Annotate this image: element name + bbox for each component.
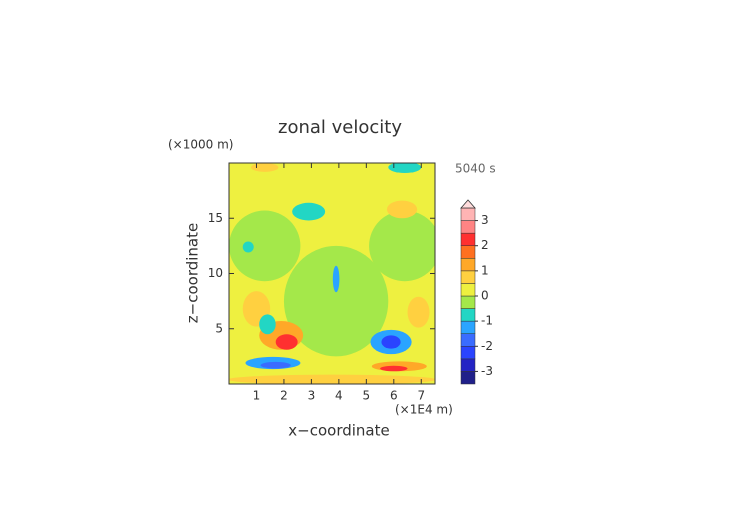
contour-region bbox=[386, 200, 418, 219]
colorbar-band bbox=[460, 346, 476, 360]
colorbar-band bbox=[460, 220, 476, 234]
x-tick-label: 3 bbox=[308, 389, 316, 403]
contour-region bbox=[381, 335, 401, 349]
colorbar-band bbox=[460, 270, 476, 284]
y-axis-label: z−coordinate bbox=[184, 223, 202, 323]
contour-region bbox=[259, 314, 276, 335]
y-tick-label: 15 bbox=[208, 211, 223, 225]
chart-title: zonal velocity bbox=[278, 117, 402, 138]
colorbar-tick-label: 1 bbox=[481, 263, 489, 277]
y-unit: (×1000 m) bbox=[168, 138, 233, 152]
contour-region bbox=[242, 241, 254, 253]
x-tick-label: 6 bbox=[390, 389, 398, 403]
time-label: 5040 s bbox=[455, 162, 496, 176]
x-tick-label: 4 bbox=[335, 389, 343, 403]
colorbar-band bbox=[460, 245, 476, 259]
colorbar-band bbox=[460, 308, 476, 322]
colorbar-band bbox=[460, 232, 476, 246]
contour-region bbox=[283, 245, 389, 357]
contour-region bbox=[229, 374, 435, 384]
colorbar-extend bbox=[460, 199, 476, 209]
contour-region bbox=[250, 163, 279, 172]
contour-region bbox=[388, 163, 422, 173]
x-axis-label: x−coordinate bbox=[288, 422, 389, 440]
x-tick-label: 7 bbox=[417, 389, 425, 403]
colorbar-tick-label: -2 bbox=[481, 339, 493, 353]
colorbar-band bbox=[460, 320, 476, 334]
contour-region bbox=[380, 365, 408, 372]
x-tick-label: 1 bbox=[253, 389, 261, 403]
x-tick-label: 5 bbox=[363, 389, 371, 403]
colorbar-band bbox=[460, 258, 476, 272]
colorbar-band bbox=[460, 207, 476, 221]
y-tick-label: 5 bbox=[215, 321, 223, 335]
colorbar-tick-label: -3 bbox=[481, 364, 493, 378]
colorbar-band bbox=[460, 358, 476, 372]
x-unit: (×1E4 m) bbox=[395, 403, 453, 417]
colorbar-tick-label: -1 bbox=[481, 314, 493, 328]
colorbar-tick-label: 2 bbox=[481, 238, 489, 252]
colorbar-tick-label: 0 bbox=[481, 289, 489, 303]
contour-region bbox=[275, 334, 298, 350]
contour-region bbox=[292, 202, 326, 221]
colorbar-band bbox=[460, 371, 476, 385]
y-tick-label: 10 bbox=[208, 266, 223, 280]
contour-region bbox=[260, 361, 291, 369]
colorbar-band bbox=[460, 283, 476, 297]
colorbar-tick-label: 3 bbox=[481, 213, 489, 227]
colorbar-band bbox=[460, 295, 476, 309]
x-tick-label: 2 bbox=[280, 389, 288, 403]
colorbar-band bbox=[460, 333, 476, 347]
contour-region bbox=[229, 210, 301, 282]
contour-field bbox=[229, 163, 435, 384]
contour-region bbox=[407, 296, 430, 328]
contour-region bbox=[332, 265, 340, 293]
contour-region bbox=[369, 210, 435, 282]
